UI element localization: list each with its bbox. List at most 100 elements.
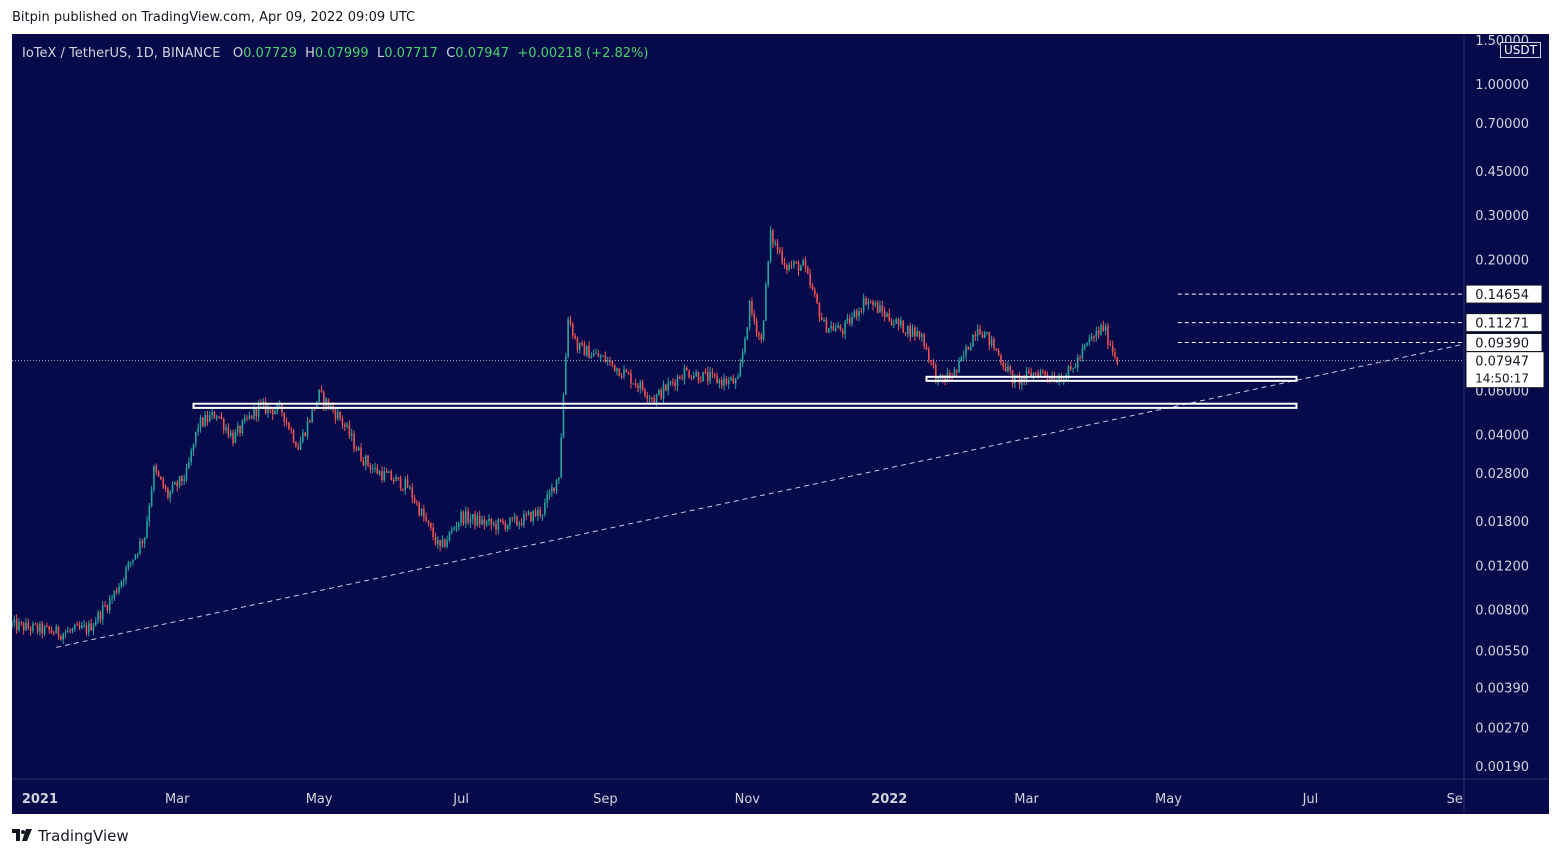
candle-body	[471, 514, 474, 520]
candle-body	[793, 262, 795, 266]
price-tag-box	[1465, 313, 1543, 333]
candle-body	[157, 471, 160, 477]
candle-body	[350, 433, 353, 436]
candle-body	[290, 429, 293, 431]
candle-body	[69, 630, 71, 632]
candle-body	[723, 378, 725, 386]
price-chart[interactable]: 1.500001.000000.700000.450000.300000.200…	[12, 34, 1549, 814]
candle-body	[741, 351, 744, 364]
price-tick-label: 0.00800	[1475, 603, 1529, 618]
candle-body	[197, 427, 199, 432]
candle-body	[464, 511, 467, 524]
candle-body	[527, 512, 530, 515]
candle-body	[581, 343, 583, 345]
candle-body	[592, 353, 595, 356]
candle-body	[1076, 357, 1079, 368]
candle-body	[390, 471, 393, 481]
candle-body	[909, 325, 911, 337]
chart-pane[interactable]: 1.500001.000000.700000.450000.300000.200…	[12, 34, 1549, 814]
candle-body	[388, 471, 390, 473]
candle-body	[725, 378, 728, 384]
candle-body	[162, 479, 165, 488]
candle-body	[904, 332, 907, 334]
candle-body	[613, 364, 616, 372]
candle-body	[839, 325, 842, 331]
candle-body	[525, 514, 528, 516]
candle-body	[925, 346, 928, 350]
candle-body	[776, 242, 779, 251]
candle-body	[667, 382, 669, 391]
candle-body	[704, 371, 707, 373]
candle-body	[13, 618, 16, 623]
candle-body	[660, 389, 663, 399]
tradingview-brand[interactable]: TradingView	[12, 827, 129, 845]
candle-body	[225, 427, 227, 430]
candle-body	[155, 466, 158, 472]
candle-body	[74, 624, 76, 629]
candle-body	[85, 625, 88, 633]
candle-body	[118, 586, 120, 593]
candle-body	[27, 622, 30, 629]
candle-body	[402, 489, 404, 491]
candle-body	[1000, 355, 1002, 363]
candle-body	[772, 230, 774, 244]
candle-body	[692, 376, 695, 379]
support-zone-lower	[192, 402, 1298, 409]
candle-body	[416, 502, 418, 504]
time-tick-label: Sep	[593, 792, 618, 807]
candle-body	[1086, 342, 1088, 346]
candle-body	[511, 517, 514, 519]
symbol-info[interactable]: IoTeX / TetherUS, 1D, BINANCE	[22, 46, 221, 61]
candle-body	[762, 320, 765, 340]
candle-body	[760, 335, 763, 340]
candle-body	[483, 519, 486, 525]
candle-body	[343, 424, 346, 427]
candle-body	[455, 526, 458, 529]
candle-body	[541, 514, 544, 516]
candle-body	[790, 265, 793, 267]
published-by-text: Bitpin published on TradingView.com, Apr…	[12, 10, 416, 25]
open-value: 0.07729	[243, 46, 297, 61]
candle-body	[1037, 373, 1039, 377]
price-tick-label: 0.00270	[1475, 722, 1529, 737]
candle-body	[606, 360, 609, 362]
candle-body	[395, 476, 397, 482]
candle-body	[323, 391, 325, 406]
candle-body	[427, 520, 430, 523]
candle-body	[60, 635, 62, 640]
candle-body	[1058, 377, 1060, 382]
candle-body	[257, 402, 260, 417]
candle-body	[713, 373, 716, 376]
candle-body	[862, 298, 865, 312]
candle-body	[627, 372, 630, 374]
candle-body	[583, 343, 586, 356]
candle-body	[993, 339, 995, 349]
tradingview-logo-icon	[12, 827, 32, 845]
candle-body	[585, 345, 588, 356]
candle-body	[94, 621, 97, 626]
candle-body	[253, 407, 255, 419]
price-tick-label: 0.30000	[1475, 209, 1529, 224]
candle-body	[50, 629, 53, 633]
candle-body	[658, 389, 660, 395]
candle-body	[502, 521, 504, 524]
candle-body	[1093, 336, 1095, 338]
candle-body	[683, 368, 686, 380]
candle-body	[136, 553, 139, 555]
candle-body	[890, 320, 893, 326]
candle-body	[1111, 345, 1114, 353]
candle-body	[965, 346, 967, 356]
candle-body	[679, 376, 681, 379]
candle-body	[1097, 330, 1100, 335]
candle-body	[695, 372, 697, 377]
candle-body	[1007, 366, 1009, 372]
last-price-tag-box	[1465, 351, 1545, 389]
candle-body	[292, 430, 295, 443]
candle-body	[639, 382, 642, 389]
price-tag-label: 0.11271	[1475, 317, 1529, 332]
currency-badge[interactable]: USDT	[1500, 42, 1541, 58]
candle-body	[1067, 365, 1070, 376]
price-tag-label: 0.09390	[1475, 337, 1529, 352]
candle-body	[469, 519, 472, 523]
candle-body	[143, 537, 146, 544]
